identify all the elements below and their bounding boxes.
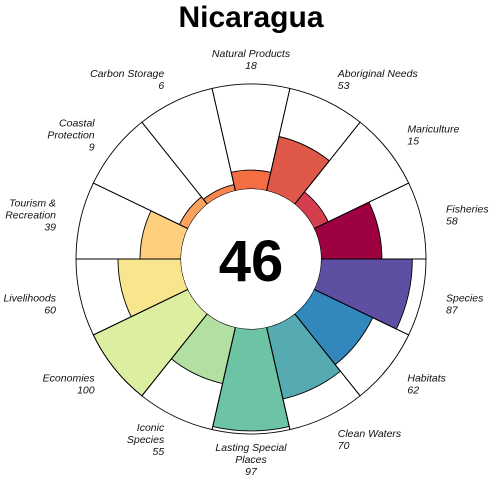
label-name-aboriginal-needs: Aboriginal Needs	[337, 68, 419, 80]
label-name-habitats: Habitats	[407, 373, 446, 385]
label-score-coastal-protection: 9	[89, 141, 95, 153]
label-natural-products: Natural Products 18	[212, 48, 291, 72]
label-name-natural-products: Natural Products	[212, 48, 291, 60]
label-name-coastal-protection: Coastal	[59, 117, 95, 129]
label-name-fisheries: Fisheries	[446, 204, 489, 216]
label-coastal-protection: Coastal Protection 9	[47, 117, 95, 153]
label-iconic-species: Iconic Species 55	[127, 422, 165, 458]
label-score-tourism-and-recreation: 39	[44, 222, 56, 234]
label-name-tourism-and-recreation: Tourism &	[9, 198, 56, 210]
overall-score: 46	[219, 229, 284, 294]
label-score-natural-products: 18	[245, 60, 257, 72]
label-name-coastal-protection: Protection	[47, 129, 94, 141]
label-name-carbon-storage: Carbon Storage	[90, 68, 164, 80]
label-carbon-storage: Carbon Storage 6	[90, 68, 164, 92]
label-score-carbon-storage: 6	[158, 80, 164, 92]
label-name-iconic-species: Species	[127, 434, 165, 446]
label-score-clean-waters: 70	[338, 440, 350, 452]
label-name-mariculture: Mariculture	[407, 123, 459, 135]
label-name-livelihoods: Livelihoods	[3, 293, 56, 305]
label-name-iconic-species: Iconic	[137, 422, 165, 434]
chart-title: Nicaragua	[178, 1, 323, 34]
label-name-species: Species	[446, 293, 484, 305]
petal-natural-products	[230, 169, 272, 192]
label-name-lasting-special-places: Places	[235, 454, 267, 466]
label-tourism-and-recreation: Tourism & Recreation 39	[5, 198, 56, 234]
label-layer: Natural Products 18 Aboriginal Needs 53 Mari…	[3, 48, 489, 478]
label-score-iconic-species: 55	[153, 446, 165, 458]
label-score-livelihoods: 60	[44, 305, 56, 317]
label-habitats: Habitats 62	[407, 373, 446, 397]
label-score-lasting-special-places: 97	[245, 466, 258, 478]
label-score-mariculture: 15	[407, 135, 419, 147]
label-species: Species 87	[446, 293, 484, 317]
label-score-species: 87	[446, 305, 459, 317]
label-name-tourism-and-recreation: Recreation	[5, 210, 56, 222]
label-economies: Economies 100	[43, 373, 96, 397]
label-score-aboriginal-needs: 53	[338, 80, 350, 92]
label-mariculture: Mariculture 15	[407, 123, 459, 147]
label-name-lasting-special-places: Lasting Special	[215, 442, 287, 454]
petal-fisheries	[313, 201, 383, 260]
label-score-fisheries: 58	[446, 216, 458, 228]
label-lasting-special-places: Lasting Special Places 97	[215, 442, 287, 478]
label-fisheries: Fisheries 58	[446, 204, 489, 228]
petal-outline-carbon-storage	[141, 87, 236, 205]
center-circle	[181, 189, 321, 329]
petal-tourism-and-recreation	[139, 210, 189, 260]
label-clean-waters: Clean Waters 70	[338, 428, 402, 452]
label-name-clean-waters: Clean Waters	[338, 428, 402, 440]
label-name-economies: Economies	[43, 373, 96, 385]
label-aboriginal-needs: Aboriginal Needs 53	[337, 68, 419, 92]
label-score-economies: 100	[77, 385, 95, 397]
label-score-habitats: 62	[407, 385, 419, 397]
label-livelihoods: Livelihoods 60	[3, 293, 56, 317]
